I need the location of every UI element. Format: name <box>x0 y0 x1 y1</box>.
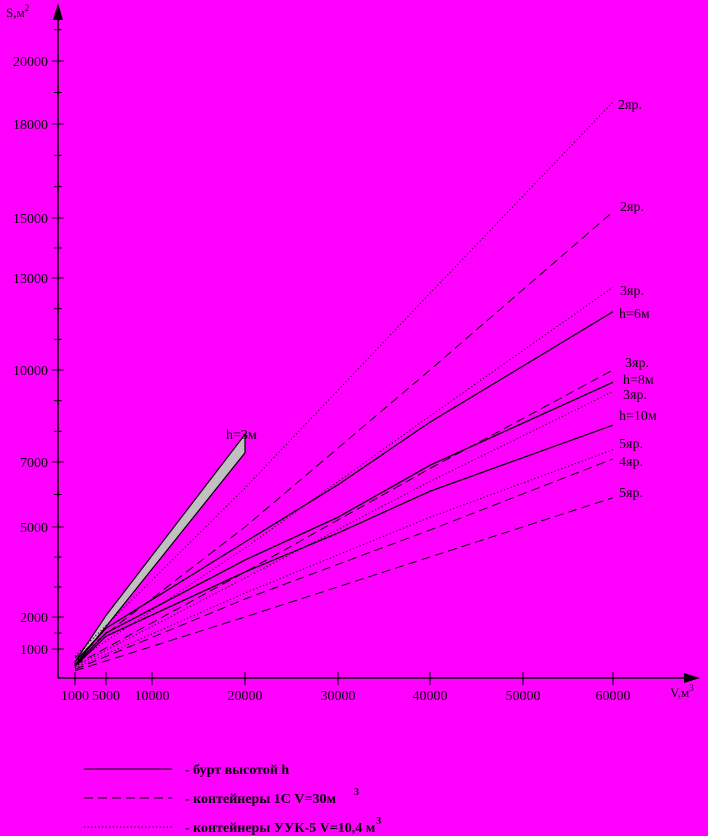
x-tick-label: 60000 <box>596 689 631 704</box>
series-line-11 <box>74 497 614 672</box>
series-line-6 <box>74 381 614 666</box>
y-tick-label: 15000 <box>13 212 48 227</box>
x-tick-label: 1000 <box>61 689 89 704</box>
legend-label-sup: 3 <box>354 787 359 798</box>
x-axis-title-sup: 3 <box>689 683 694 693</box>
series-line-8 <box>74 424 614 667</box>
x-tick-label: 50000 <box>506 689 541 704</box>
series-label-2: 2яр. <box>620 200 644 215</box>
y-tick-label: 7000 <box>20 456 48 471</box>
series-label-11: 5яр. <box>619 486 643 501</box>
series-label-4: h=6м <box>619 307 650 322</box>
legend: - бурт высотой h- контейнеры 1С V=30м 3- … <box>84 763 381 836</box>
series-line-9 <box>74 449 614 669</box>
series-label-8: h=10м <box>619 409 657 424</box>
y-tick-label: 2000 <box>20 611 48 626</box>
series-layer <box>74 101 614 672</box>
axes <box>53 3 700 683</box>
series-label-9: 5яр. <box>619 437 643 452</box>
y-tick-label: 5000 <box>20 521 48 536</box>
series-line-5 <box>74 369 614 666</box>
x-axis-title: V,м3 <box>670 683 694 700</box>
series-label-1: 2яр. <box>618 98 642 113</box>
series-line-7 <box>74 391 614 667</box>
x-axis-arrow <box>684 673 700 683</box>
y-axis-title-main: S,м <box>6 5 25 20</box>
band-label: h=3м <box>226 428 257 443</box>
legend-label-text: - бурт высотой h <box>185 763 289 778</box>
y-axis-title-sup: 2 <box>25 3 30 13</box>
y-tick-label: 10000 <box>13 364 48 379</box>
legend-label-1: - бурт высотой h <box>185 763 289 778</box>
y-tick-label: 1000 <box>20 643 48 658</box>
x-tick-label: 5000 <box>92 689 120 704</box>
legend-label-text: - контейнеры 1С V=30м <box>185 792 336 807</box>
series-label-7: 3яр. <box>623 388 647 403</box>
x-tick-label: 40000 <box>413 689 448 704</box>
y-tick-labels: 1000 2000 5000 7000 10000 13000 15000 18000 2000… <box>13 55 48 658</box>
x-tick-label: 30000 <box>321 689 356 704</box>
legend-label-text: - контейнеры УУК-5 V=10,4 м <box>185 821 376 836</box>
legend-label-3: - контейнеры УУК-5 V=10,4 м3 <box>185 816 381 836</box>
line-labels: h=3м2яр.2яр.3яр.h=6м3яр.h=8м3яр.h=10м5яр… <box>226 98 657 501</box>
series-line-4 <box>74 311 614 663</box>
y-axis-title: S,м2 <box>6 3 29 20</box>
y-tick-label: 18000 <box>13 118 48 133</box>
x-tick-label: 10000 <box>135 689 170 704</box>
legend-label-sup: 3 <box>376 816 381 827</box>
series-label-5: 3яр. <box>625 356 649 371</box>
legend-label-2: - контейнеры 1С V=30м 3 <box>185 787 359 807</box>
series-line-1 <box>74 101 614 657</box>
y-tick-label: 20000 <box>13 55 48 70</box>
series-label-3: 3яр. <box>620 284 644 299</box>
series-line-2 <box>74 211 614 659</box>
y-axis-arrow <box>53 3 63 20</box>
x-axis-title-main: V,м <box>670 685 689 700</box>
series-label-6: h=8м <box>623 373 654 388</box>
x-tick-label: 20000 <box>228 689 263 704</box>
series-line-10 <box>74 458 614 670</box>
series-line-3 <box>74 286 614 663</box>
x-tick-labels: 1000 5000 10000 20000 30000 40000 50000 60000 <box>61 689 631 704</box>
series-label-10: 4яр. <box>619 455 643 470</box>
y-tick-label: 13000 <box>13 272 48 287</box>
